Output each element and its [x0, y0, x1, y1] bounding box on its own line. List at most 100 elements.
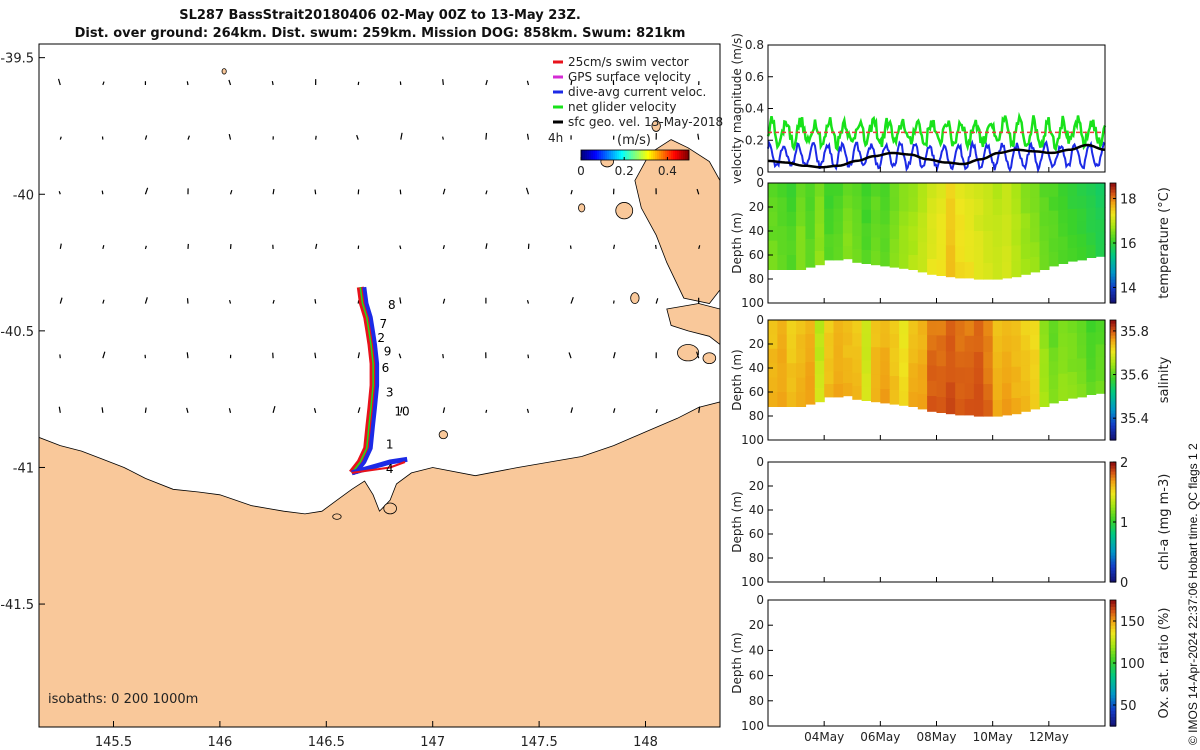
heatmap-cell [1020, 183, 1031, 199]
geo-arrow [187, 135, 190, 140]
colorbar-tick-label: 150 [1120, 615, 1145, 630]
heatmap-cell [871, 320, 881, 335]
colorbar-cell [1110, 612, 1116, 617]
heatmap-cell [945, 398, 956, 415]
heatmap-cell [1048, 347, 1059, 362]
x-tick-label: 146 [207, 735, 232, 750]
heatmap-cell [983, 352, 994, 369]
speed-colorbar-cell [595, 150, 598, 160]
colorbar-cell [1110, 507, 1116, 511]
colorbar-cell [1110, 685, 1116, 689]
heatmap-cell [1011, 245, 1022, 262]
heatmap-cell [833, 208, 844, 222]
heatmap-cell [1067, 235, 1078, 249]
speed-colorbar-cell [613, 150, 616, 160]
heatmap-cell [805, 334, 816, 349]
heatmap-cell [814, 196, 825, 211]
colorbar-cell [1110, 300, 1116, 304]
geo-arrow [526, 408, 530, 413]
velocity-y-axis-label: velocity magnitude (m/s) [730, 33, 744, 184]
heatmap-cell [973, 336, 984, 353]
speed-colorbar-cell [655, 150, 658, 160]
heatmap-cell [786, 348, 797, 364]
colorbar-cell [1110, 213, 1116, 217]
heatmap-cell [1020, 243, 1031, 260]
colorbar-cell [1110, 513, 1116, 517]
colorbar-cell [1110, 546, 1116, 550]
colorbar-cell [1110, 486, 1116, 490]
colorbar-cell [1110, 519, 1116, 523]
heatmap-cell [1002, 183, 1012, 200]
heatmap-cell [1067, 209, 1078, 223]
y-tick-label: -40.5 [0, 325, 34, 340]
heatmap-cell [1039, 392, 1050, 407]
heatmap-cell [1086, 183, 1097, 196]
heatmap-cell [833, 345, 844, 359]
colorbar-tick-label: 0 [1120, 576, 1128, 591]
colorbar-cell [1110, 398, 1116, 402]
heatmap-cell [1067, 372, 1078, 386]
heatmap-cell [908, 183, 919, 198]
geo-arrow [400, 132, 403, 140]
heatmap-cell [1011, 214, 1022, 231]
heatmap-cell [768, 377, 778, 393]
heatmap-cell [768, 226, 778, 242]
heatmap-cell [1048, 238, 1059, 253]
heatmap-cell [1058, 209, 1069, 224]
heatmap-cell [983, 263, 994, 280]
heatmap-cell [1002, 198, 1012, 216]
heatmap-cell [777, 197, 788, 213]
depth-axes-frame [767, 599, 1106, 727]
heatmap-cell [880, 224, 891, 239]
colorbar-cell [1110, 558, 1116, 562]
velocity-y-tick-label: 0 [756, 165, 764, 179]
heatmap-cell [1011, 261, 1022, 278]
colorbar-cell [1110, 697, 1116, 702]
colorbar-cell [1110, 374, 1116, 378]
heatmap-cell [955, 399, 966, 416]
heatmap-cell [1067, 320, 1078, 334]
heatmap-cell [899, 239, 910, 255]
geo-arrow [357, 352, 360, 359]
geo-arrow [186, 81, 189, 86]
heatmap-cell [796, 197, 807, 213]
heatmap-cell [842, 345, 853, 359]
geo-arrow [102, 351, 106, 359]
swim-vector-track-east [351, 461, 406, 474]
heatmap-cell [871, 360, 881, 375]
heatmap-cell [945, 382, 956, 399]
small-island [702, 352, 717, 365]
colorbar-cell [1110, 243, 1116, 247]
heatmap-cell [889, 376, 900, 391]
heatmap-cell [1002, 320, 1012, 337]
speed-colorbar-cell [623, 150, 626, 160]
heatmap-cell [1002, 399, 1012, 416]
colorbar-cell [1110, 282, 1116, 286]
speed-colorbar-cell [677, 150, 680, 160]
colorbar-cell [1110, 189, 1116, 193]
colorbar-cell [1110, 719, 1116, 724]
heatmap-cell [1039, 377, 1050, 393]
heatmap-cell [1002, 383, 1012, 400]
heatmap-cell [1076, 384, 1087, 398]
heatmap-cell [1058, 360, 1069, 375]
figure-title-line2: Dist. over ground: 264km. Dist. swum: 25… [74, 26, 686, 41]
geo-arrow [569, 245, 572, 249]
heatmap-cell [927, 396, 938, 412]
speed-colorbar-cell [631, 150, 634, 160]
heatmap-cell [889, 334, 900, 349]
heatmap-cell [1048, 375, 1059, 390]
colorbar-cell [1110, 634, 1116, 639]
colorbar-tick-label: 18 [1120, 193, 1137, 208]
heatmap-cell [1039, 240, 1050, 256]
heatmap-cell [1076, 371, 1087, 385]
heatmap-cell [1076, 234, 1087, 248]
heatmap-cell [889, 183, 900, 198]
heatmap-cell [880, 183, 891, 198]
colorbar-cell [1110, 234, 1116, 238]
heatmap-cell [899, 183, 910, 198]
heatmap-cell [1039, 226, 1050, 242]
heatmap-cell [1086, 332, 1097, 346]
heatmap-cell [814, 347, 825, 362]
colorbar-cell [1110, 186, 1116, 190]
